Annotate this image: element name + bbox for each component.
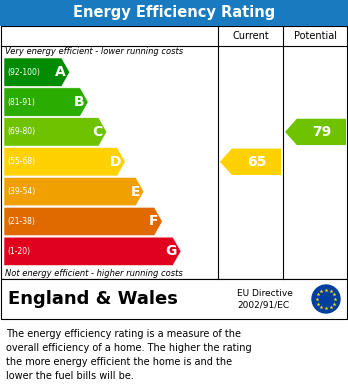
Text: 79: 79 [312,125,331,139]
Text: (21-38): (21-38) [7,217,35,226]
Polygon shape [220,149,281,175]
Text: EU Directive
2002/91/EC: EU Directive 2002/91/EC [237,289,293,309]
Text: B: B [73,95,84,109]
Text: C: C [93,125,103,139]
Text: England & Wales: England & Wales [8,290,178,308]
Text: The energy efficiency rating is a measure of the
overall efficiency of a home. T: The energy efficiency rating is a measur… [6,329,252,381]
Text: (1-20): (1-20) [7,247,30,256]
Polygon shape [4,147,125,176]
Bar [1,26,347,279]
Polygon shape [4,88,88,116]
Text: A: A [55,65,66,79]
Text: (92-100): (92-100) [7,68,40,77]
Bar [0,0,348,26]
Polygon shape [285,119,346,145]
Polygon shape [4,118,107,146]
Polygon shape [4,207,163,236]
Text: (81-91): (81-91) [7,97,35,106]
Text: (39-54): (39-54) [7,187,35,196]
Text: F: F [149,215,158,228]
Text: D: D [110,155,121,169]
Text: E: E [130,185,140,199]
Polygon shape [4,178,144,206]
Text: Energy Efficiency Rating: Energy Efficiency Rating [73,5,275,20]
Polygon shape [4,58,70,86]
Circle shape [312,285,340,313]
Text: Potential: Potential [294,31,337,41]
Text: Current: Current [232,31,269,41]
Bar [1,279,347,319]
Polygon shape [4,237,181,265]
Text: Very energy efficient - lower running costs: Very energy efficient - lower running co… [5,47,183,57]
Text: (69-80): (69-80) [7,127,35,136]
Text: 65: 65 [247,155,266,169]
Text: (55-68): (55-68) [7,157,35,166]
Text: G: G [166,244,177,258]
Text: Not energy efficient - higher running costs: Not energy efficient - higher running co… [5,269,183,278]
